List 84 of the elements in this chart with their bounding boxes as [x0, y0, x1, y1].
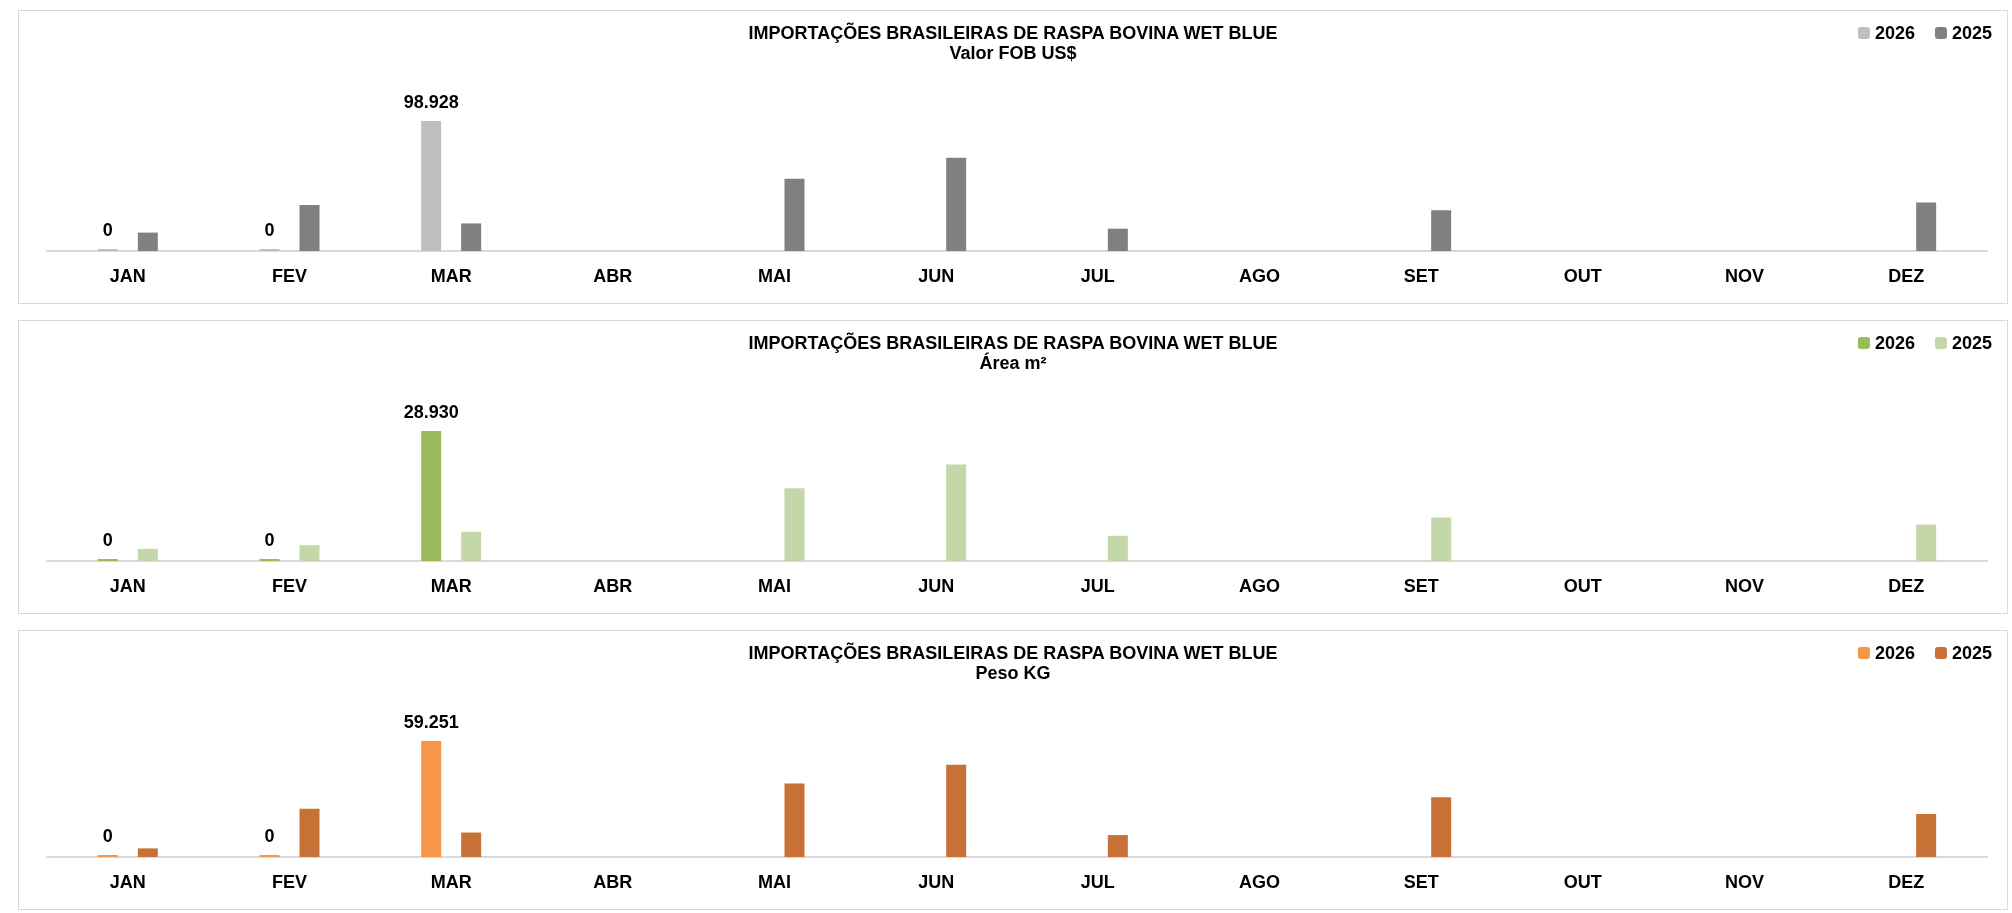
data-label: 0	[102, 530, 113, 550]
data-label: 0	[264, 826, 275, 846]
bar	[784, 783, 805, 857]
bar	[1431, 210, 1452, 251]
bar	[421, 121, 442, 251]
x-tick-label: OUT	[1563, 872, 1602, 892]
data-label: 59.251	[403, 712, 459, 732]
legend-label: 2026	[1874, 333, 1915, 353]
bar	[1107, 228, 1128, 251]
bar	[137, 548, 158, 561]
x-tick-label: JUL	[1080, 872, 1115, 892]
bar	[421, 741, 442, 857]
x-tick-label: SET	[1403, 576, 1439, 596]
x-tick-label: MAI	[758, 576, 791, 596]
bar	[137, 232, 158, 251]
legend-label: 2026	[1874, 23, 1915, 43]
x-tick-label: SET	[1403, 266, 1439, 286]
x-tick-label: DEZ	[1888, 872, 1925, 892]
x-tick-label: DEZ	[1888, 266, 1925, 286]
x-tick-label: MAR	[430, 266, 472, 286]
data-label: 0	[264, 220, 275, 240]
x-tick-label: ABR	[593, 576, 633, 596]
bar	[1916, 202, 1937, 251]
data-label: 98.928	[403, 92, 459, 112]
bar	[299, 205, 320, 251]
legend-label: 2025	[1951, 333, 1992, 353]
bar	[1107, 835, 1128, 857]
x-tick-label: JUN	[918, 576, 955, 596]
x-tick-label: MAR	[430, 872, 472, 892]
x-tick-label: ABR	[593, 266, 633, 286]
bar	[1431, 797, 1452, 857]
legend-label: 2026	[1874, 643, 1915, 663]
bar	[299, 545, 320, 561]
bar	[461, 223, 482, 251]
x-tick-label: FEV	[271, 266, 308, 286]
data-label: 0	[102, 826, 113, 846]
x-tick-label: MAR	[430, 576, 472, 596]
bar	[784, 488, 805, 561]
x-tick-label: JUN	[918, 872, 955, 892]
bar	[1431, 517, 1452, 561]
bar	[1107, 535, 1128, 561]
x-tick-label: JAN	[109, 576, 146, 596]
data-label: 0	[102, 220, 113, 240]
bar	[946, 157, 967, 251]
x-tick-label: NOV	[1724, 872, 1765, 892]
data-label: 28.930	[403, 402, 459, 422]
x-tick-label: FEV	[271, 872, 308, 892]
x-tick-label: JAN	[109, 266, 146, 286]
x-tick-label: MAI	[758, 872, 791, 892]
bar	[784, 178, 805, 251]
x-tick-label: NOV	[1724, 576, 1765, 596]
bar	[137, 848, 158, 857]
bar	[421, 431, 442, 561]
chart-subtitle: Peso KG	[975, 663, 1051, 683]
chart-title: IMPORTAÇÕES BRASILEIRAS DE RASPA BOVINA WET BLUE	[748, 642, 1278, 663]
bar	[1916, 813, 1937, 857]
x-tick-label: MAI	[758, 266, 791, 286]
chart-subtitle: Valor FOB US$	[949, 43, 1077, 63]
bar	[946, 764, 967, 857]
bar	[946, 464, 967, 561]
x-tick-label: JUN	[918, 266, 955, 286]
x-tick-label: NOV	[1724, 266, 1765, 286]
legend-label: 2025	[1951, 643, 1992, 663]
bar	[461, 832, 482, 857]
x-tick-label: AGO	[1238, 872, 1281, 892]
x-tick-label: OUT	[1563, 266, 1602, 286]
bar	[461, 531, 482, 561]
x-tick-label: JUL	[1080, 266, 1115, 286]
x-tick-label: DEZ	[1888, 576, 1925, 596]
x-tick-label: FEV	[271, 576, 308, 596]
x-tick-label: OUT	[1563, 576, 1602, 596]
x-tick-label: ABR	[593, 872, 633, 892]
chart-title: IMPORTAÇÕES BRASILEIRAS DE RASPA BOVINA WET BLUE	[748, 22, 1278, 43]
x-tick-label: AGO	[1238, 576, 1281, 596]
bar	[1916, 524, 1937, 561]
bar	[299, 808, 320, 857]
x-tick-label: AGO	[1238, 266, 1281, 286]
data-label: 0	[264, 530, 275, 550]
legend-label: 2025	[1951, 23, 1992, 43]
x-tick-label: SET	[1403, 872, 1439, 892]
x-tick-label: JAN	[109, 872, 146, 892]
x-tick-label: JUL	[1080, 576, 1115, 596]
chart-subtitle: Área m²	[979, 352, 1047, 373]
chart-title: IMPORTAÇÕES BRASILEIRAS DE RASPA BOVINA WET BLUE	[748, 332, 1278, 353]
